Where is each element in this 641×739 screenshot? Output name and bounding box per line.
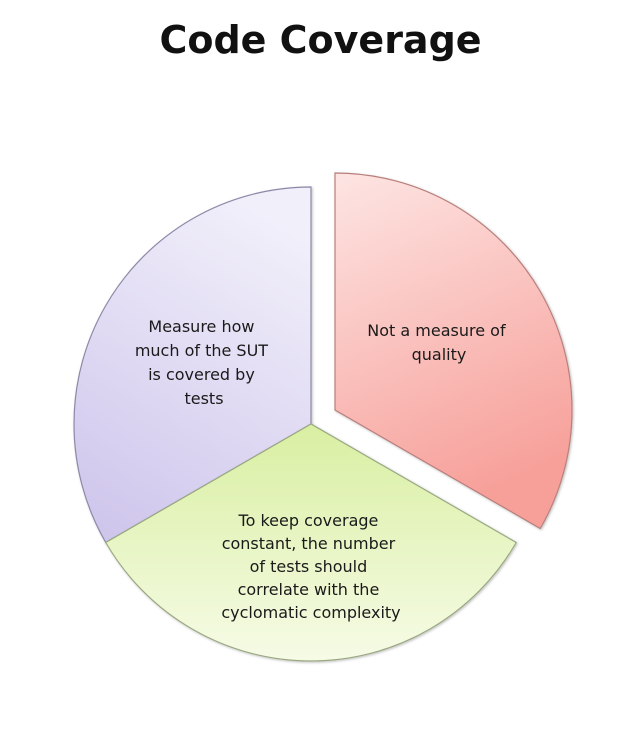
- label-sut: Measure how much of the SUT is covered b…: [135, 317, 273, 408]
- segment-constant: [104, 423, 518, 662]
- label-constant: To keep coverage constant, the number of…: [221, 511, 400, 622]
- segment-sut: [73, 186, 312, 544]
- page-title: Code Coverage: [159, 18, 482, 62]
- segment-quality: [334, 172, 573, 530]
- label-quality: Not a measure of quality: [367, 321, 510, 364]
